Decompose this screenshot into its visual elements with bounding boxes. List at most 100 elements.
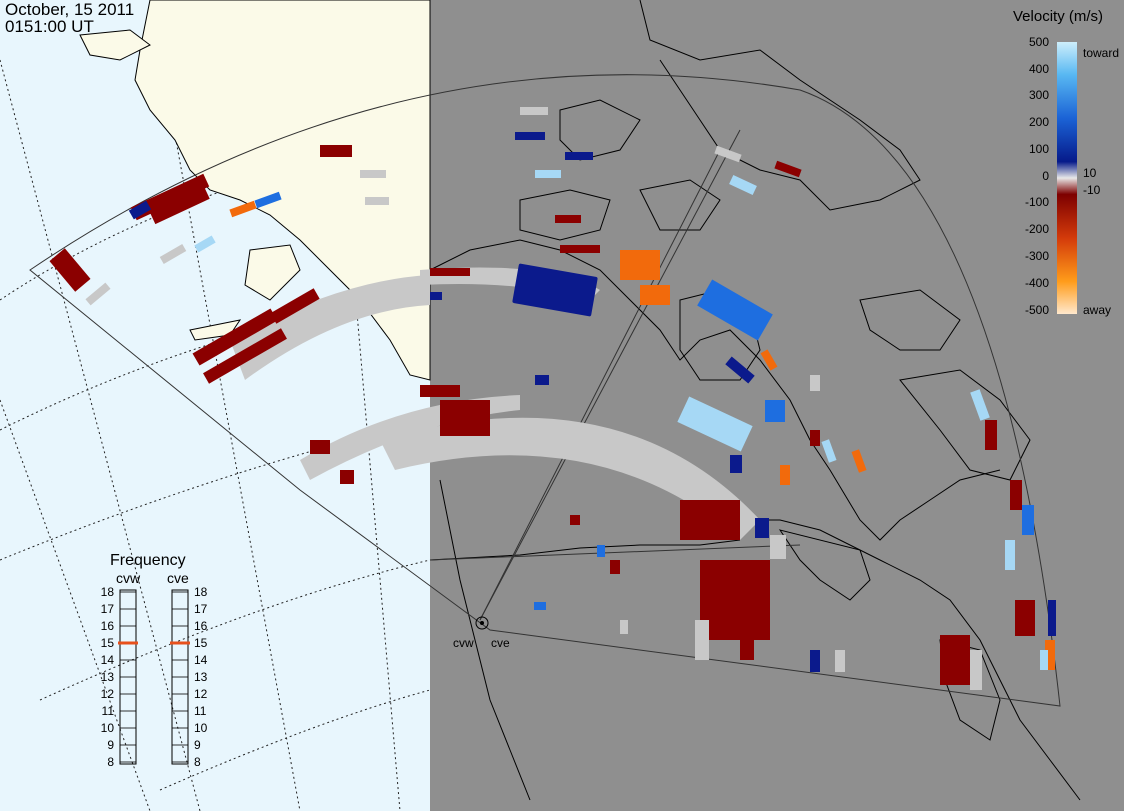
frequency-level-label: 17 [194,602,208,616]
away-scatter-cell [270,288,320,324]
away-scatter-cell [150,187,210,225]
frequency-level-label: 8 [194,755,201,769]
toward-scatter-cell [1005,540,1015,570]
radar-site-icon [480,621,484,625]
away-scatter-cell [680,500,740,540]
away-scatter-cell [310,440,330,454]
frequency-level-label: 17 [101,602,115,616]
toward-scatter-cell [128,200,152,220]
away-scatter-cell [1010,480,1022,510]
toward-label: toward [1083,46,1119,60]
away-scatter-cell [555,215,581,223]
radar-label-cve: cve [491,636,510,650]
frequency-level-label: 10 [101,721,115,735]
velocity-tick: -10 [1083,183,1101,197]
away-scatter-cell [49,248,91,292]
toward-scatter-cell [515,132,545,140]
toward-scatter-cell [970,389,990,421]
ground-scatter-cell [520,107,548,115]
ground-scatter-cell [695,620,709,660]
frequency-level-label: 13 [194,670,208,684]
away-scatter-cell [320,145,352,157]
toward-scatter-cell [597,545,605,557]
frequency-marker [170,641,190,645]
toward-scatter-cell [565,152,593,160]
frequency-panel: Frequency cvw cve 18 17 16 15 14 13 12 11 10 9 8 18… [101,552,208,769]
away-scatter-cell [1015,600,1035,636]
frequency-level-label: 16 [101,619,115,633]
ground-scatter-cell [770,535,786,559]
away-scatter-cell [570,515,580,525]
toward-scatter-cell [512,263,598,317]
alaska-landmass [79,0,431,381]
frequency-level-label: 10 [194,721,208,735]
ground-scatter-cell [360,170,386,178]
toward-scatter-cell [1048,600,1056,636]
frequency-level-label: 13 [101,670,115,684]
velocity-tick: -100 [1025,195,1049,209]
radar-label-cvw: cvw [453,636,474,650]
away-label: away [1083,303,1111,317]
radar-scatter-data [49,107,1056,690]
velocity-scale-title: Velocity (m/s) [1013,8,1103,25]
toward-scatter-cell [1040,650,1048,670]
toward-scatter-cell [730,455,742,473]
frequency-level-label: 9 [107,738,114,752]
away-scatter-cell [610,560,620,574]
away-scatter-cell [985,420,997,450]
ground-scatter-cell [810,375,820,391]
frequency-level-label: 11 [194,704,207,718]
velocity-tick: 200 [1029,115,1049,129]
radar-site-icon [475,616,489,630]
toward-scatter-cell [697,279,773,341]
toward-scatter-cell [194,235,216,253]
frequency-level-label: 11 [102,704,115,718]
ground-scatter-cell [159,244,187,264]
frequency-label-cve: cve [167,570,189,586]
frequency-level-label: 9 [194,738,201,752]
date-label: October, 15 2011 [5,0,135,19]
ground-scatter-cell [835,650,845,672]
away-scatter-cell [760,349,778,371]
toward-scatter-cell [677,396,753,452]
ground-scatter-band [380,417,760,540]
velocity-tick: 0 [1042,169,1049,183]
away-scatter-cell [420,385,460,397]
away-scatter-cell [620,250,660,280]
velocity-tick: 400 [1029,62,1049,76]
toward-scatter-cell [534,602,546,610]
frequency-level-label: 14 [101,653,115,667]
away-scatter-cell [810,430,820,446]
velocity-tick: -300 [1025,249,1049,263]
radar-field-of-view [29,74,1061,707]
ground-scatter-cell [365,197,389,205]
radar-site-markers: cvw cve [453,616,510,650]
toward-scatter-cell [725,356,755,384]
frequency-level-label: 14 [194,653,208,667]
toward-scatter-cell [765,400,785,422]
velocity-tick: 500 [1029,35,1049,49]
away-scatter-cell [851,449,867,473]
ground-scatter-cell [620,620,628,634]
toward-scatter-cell [821,439,837,463]
frequency-level-label: 8 [107,755,114,769]
away-scatter-cell [203,328,287,384]
toward-scatter-cell [755,518,769,538]
velocity-colorbar-gradient [1057,42,1077,314]
frequency-marker [118,641,138,645]
frequency-level-label: 15 [194,636,208,650]
away-scatter-cell [192,308,278,366]
frequency-level-label: 12 [101,687,115,701]
away-scatter-cell [229,200,257,218]
ground-scatter-cell [85,282,111,306]
away-scatter-cell [640,285,670,305]
toward-scatter-cell [1022,505,1034,535]
time-label: 0151:00 UT [5,17,94,36]
ground-scatter-cell [714,145,742,163]
ground-scatter-cell [970,650,982,690]
velocity-tick: -200 [1025,222,1049,236]
velocity-tick: 10 [1083,166,1097,180]
away-scatter-cell [780,465,790,485]
velocity-colorbar: Velocity (m/s) 500 400 300 200 100 0 -10… [1013,8,1119,317]
toward-scatter-cell [430,292,442,300]
